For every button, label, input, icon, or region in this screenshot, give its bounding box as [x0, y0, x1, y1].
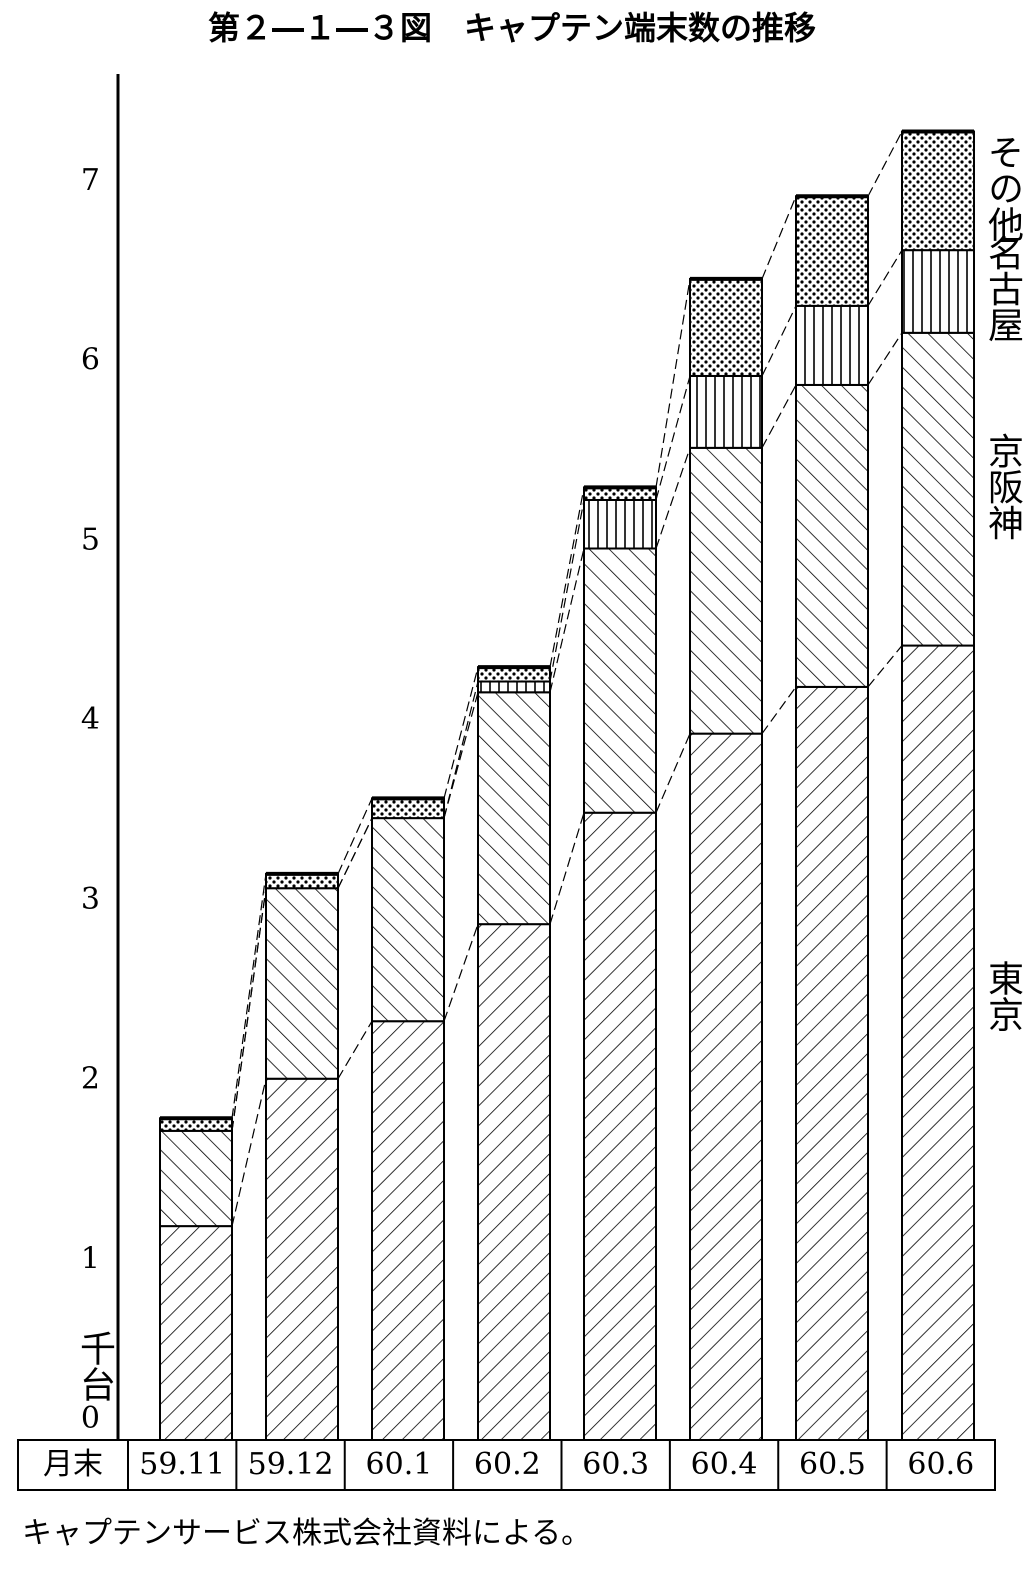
- connector-line: [867, 249, 903, 307]
- bar-segment: [795, 383, 869, 688]
- bar-segment: [265, 1077, 339, 1442]
- bar-segment: [689, 446, 763, 735]
- bar-segment: [583, 547, 657, 814]
- connector-line: [231, 873, 267, 1119]
- y-tick-label: 0: [81, 1401, 100, 1436]
- bar-segment: [265, 872, 339, 890]
- connector-line: [655, 375, 691, 501]
- connector-line: [867, 645, 903, 688]
- connector-line: [337, 798, 373, 875]
- y-tick-label: 6: [81, 343, 100, 378]
- connector-line: [761, 195, 797, 280]
- y-tick-label: 7: [81, 163, 100, 198]
- connector-line: [443, 666, 479, 799]
- x-tick-label: 60.1: [366, 1447, 433, 1482]
- connector-line: [443, 923, 479, 1022]
- bar-segment: [901, 249, 975, 334]
- connector-line: [337, 817, 373, 889]
- connector-line: [761, 384, 797, 449]
- bar-segment: [795, 195, 869, 307]
- bar-segment: [477, 691, 551, 926]
- x-tick-label: 60.6: [907, 1447, 974, 1482]
- x-tick-label: 60.5: [799, 1447, 866, 1482]
- connector-line: [549, 812, 585, 925]
- connector-line: [337, 1020, 373, 1080]
- connector-line: [867, 332, 903, 386]
- connector-line: [655, 278, 691, 488]
- connector-line: [549, 487, 585, 668]
- connector-line: [761, 686, 797, 734]
- x-tick-label: 59.11: [139, 1447, 225, 1482]
- x-tick-label: 59.12: [248, 1447, 334, 1482]
- connector-line: [655, 733, 691, 813]
- bar-segment: [901, 130, 975, 252]
- bar-segment: [371, 797, 445, 820]
- x-tick-label: 60.2: [474, 1447, 541, 1482]
- legend-label: 東京: [982, 960, 1023, 1032]
- connector-line: [231, 1078, 267, 1227]
- bar-segment: [583, 811, 657, 1441]
- y-axis-label: 千台: [74, 1330, 115, 1402]
- x-tick-label: 60.4: [691, 1447, 758, 1482]
- bar-segment: [901, 644, 975, 1441]
- bar-segment: [477, 666, 551, 683]
- connector-line: [231, 888, 267, 1131]
- legend-label: その他: [982, 134, 1024, 242]
- source-note: キャプテンサービス株式会社資料による。: [22, 1516, 591, 1551]
- y-tick-label: 4: [81, 702, 100, 737]
- bar-segment: [265, 887, 339, 1080]
- x-tick-label: 60.3: [582, 1447, 649, 1482]
- bar-segment: [795, 304, 869, 386]
- connector-line: [549, 499, 585, 682]
- chart-title: 第２―１―３図 キャプテン端末数の推移: [208, 9, 816, 47]
- bar-segment: [371, 817, 445, 1023]
- legend-label: 京阪神: [982, 432, 1023, 540]
- connector-line: [443, 681, 479, 819]
- connector-line: [655, 447, 691, 549]
- bar-segment: [689, 732, 763, 1441]
- bar-segment: [689, 374, 763, 449]
- bar-segment: [583, 498, 657, 550]
- connector-line: [761, 305, 797, 377]
- y-tick-label: 2: [81, 1062, 100, 1097]
- connector-line: [549, 548, 585, 693]
- bar-segment: [371, 1020, 445, 1441]
- bar-segment: [159, 1225, 233, 1441]
- connector-line: [867, 131, 903, 197]
- legend-label: 名古屋: [982, 234, 1023, 342]
- category-header: 月末: [43, 1447, 103, 1482]
- y-tick-label: 3: [81, 882, 100, 917]
- bar-segment: [689, 277, 763, 377]
- bar-segment: [159, 1129, 233, 1228]
- bar-segment: [795, 685, 869, 1441]
- bar-segment: [477, 680, 551, 694]
- bar-segment: [901, 331, 975, 647]
- bar-segment: [477, 923, 551, 1441]
- y-tick-label: 5: [81, 522, 100, 557]
- y-tick-label: 1: [81, 1241, 100, 1276]
